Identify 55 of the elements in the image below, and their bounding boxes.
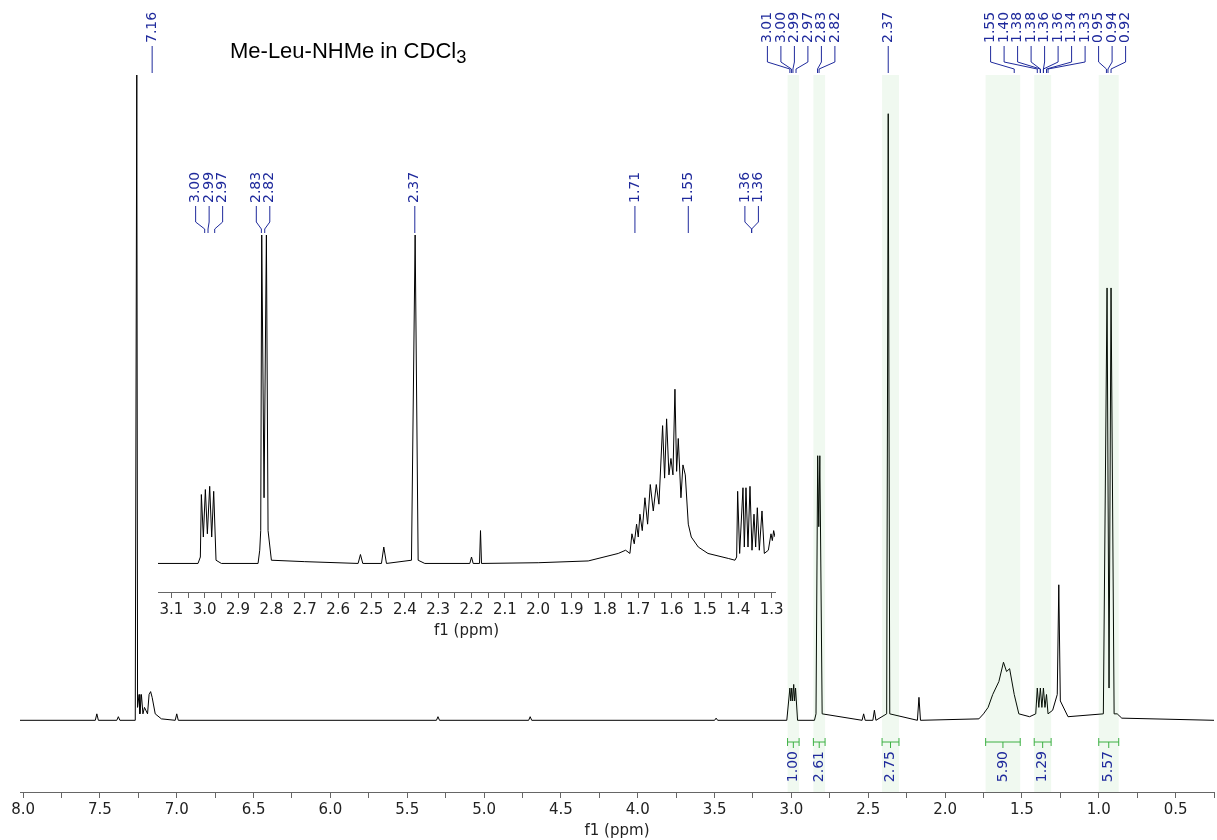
x-tick-label: 2.0 (526, 599, 551, 618)
x-tick-label: 2.0 (933, 799, 958, 818)
x-axis-title: f1 (ppm) (584, 820, 650, 839)
band-label: 5.90 (993, 751, 1010, 783)
x-tick-label: 2.2 (459, 599, 484, 618)
x-tick-label: 1.5 (693, 599, 717, 618)
x-tick-label: 7.0 (164, 799, 189, 818)
x-axis-title: f1 (ppm) (434, 620, 499, 639)
x-tick-label: 2.9 (226, 599, 250, 618)
x-tick-label: 4.0 (625, 799, 650, 818)
x-tick-label: 1.0 (1086, 799, 1111, 818)
x-tick-label: 2.7 (292, 599, 317, 618)
band-label: 2.61 (809, 751, 826, 783)
annotation: 1.36 (735, 171, 752, 203)
x-tick-label: 2.8 (259, 599, 284, 618)
band-label: 2.75 (881, 751, 898, 783)
annotation: 2.37 (878, 11, 895, 43)
band-label: 5.57 (1099, 751, 1116, 783)
annotation: 2.82 (260, 171, 277, 203)
annotation: 0.92 (1116, 11, 1133, 43)
x-tick-label: 1.9 (559, 599, 584, 618)
x-tick-label: 6.5 (241, 799, 266, 818)
x-tick-label: 2.6 (326, 599, 351, 618)
annotation: 7.16 (142, 11, 159, 43)
x-tick-label: 1.7 (626, 599, 651, 618)
x-tick-label: 2.5 (359, 599, 384, 618)
band-label: 1.29 (1033, 751, 1050, 783)
annotation: 1.71 (625, 171, 642, 203)
x-tick-label: 3.0 (192, 599, 217, 618)
annotation: 2.37 (405, 171, 422, 203)
annotation: 1.55 (678, 171, 695, 203)
x-tick-label: 4.5 (548, 799, 573, 818)
x-tick-label: 1.3 (759, 599, 784, 618)
x-tick-label: 0.5 (1163, 799, 1188, 818)
x-tick-label: 2.3 (426, 599, 451, 618)
annotation: 2.83 (246, 171, 263, 203)
x-tick-label: 5.0 (472, 799, 497, 818)
annotation: 1.36 (749, 171, 766, 203)
x-tick-label: 3.0 (779, 799, 804, 818)
x-tick-label: 1.4 (726, 599, 751, 618)
x-tick-label: 7.5 (87, 799, 112, 818)
annotation: 2.97 (213, 171, 230, 203)
x-tick-label: 5.5 (395, 799, 420, 818)
x-tick-label: 2.4 (392, 599, 417, 618)
chart-title: Me-Leu-NHMe in CDCl$_{3}$ (230, 38, 467, 69)
band-label: 1.00 (783, 751, 800, 783)
x-tick-label: 8.0 (11, 799, 35, 818)
x-tick-label: 1.5 (1009, 799, 1034, 818)
x-tick-label: 3.1 (159, 599, 184, 618)
x-tick-label: 1.6 (659, 599, 684, 618)
x-tick-label: 1.8 (592, 599, 617, 618)
x-tick-label: 3.5 (702, 799, 727, 818)
x-tick-label: 2.1 (492, 599, 517, 618)
x-tick-label: 6.0 (318, 799, 343, 818)
x-tick-label: 2.5 (856, 799, 881, 818)
